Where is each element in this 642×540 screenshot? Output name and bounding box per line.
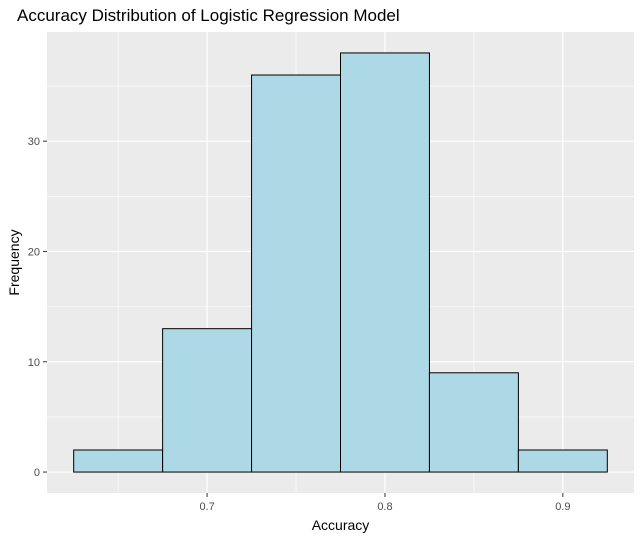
x-tick-label: 0.7 <box>199 501 214 513</box>
histogram-bar-5 <box>428 372 519 473</box>
x-tick-label: 0.8 <box>377 501 392 513</box>
x-axis: 0.7 0.8 0.9 <box>199 493 570 513</box>
y-tick-label: 30 <box>28 136 40 148</box>
histogram-bar-4 <box>340 52 430 473</box>
histogram-bar-6 <box>517 449 608 473</box>
chart-title: Accuracy Distribution of Logistic Regres… <box>17 6 400 25</box>
histogram-bar-1 <box>73 449 164 473</box>
y-tick-label: 10 <box>28 357 40 369</box>
histogram-bar-3 <box>251 74 341 473</box>
y-tick-label: 0 <box>34 467 40 479</box>
y-axis: 0 10 20 30 <box>28 136 47 479</box>
x-axis-title: Accuracy <box>312 517 370 533</box>
x-tick-label: 0.9 <box>555 501 570 513</box>
histogram-bar-2 <box>162 328 253 473</box>
y-axis-title: Frequency <box>6 229 22 295</box>
y-tick-label: 20 <box>28 246 40 258</box>
bars <box>73 52 608 473</box>
